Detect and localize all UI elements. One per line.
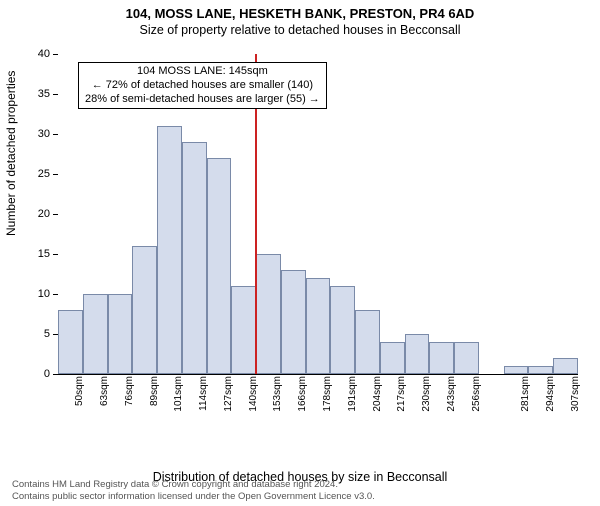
y-tick bbox=[53, 254, 58, 255]
histogram-bar bbox=[231, 286, 256, 374]
histogram-bar bbox=[528, 366, 553, 374]
x-tick-label: 217sqm bbox=[396, 376, 407, 412]
y-tick-label: 5 bbox=[20, 328, 50, 340]
x-tick-label: 294sqm bbox=[545, 376, 556, 412]
histogram-bar bbox=[405, 334, 430, 374]
x-tick-label: 243sqm bbox=[446, 376, 457, 412]
chart-area: 051015202530354050sqm63sqm76sqm89sqm101s… bbox=[58, 54, 578, 424]
footer-line-2: Contains public sector information licen… bbox=[12, 491, 375, 502]
x-tick-label: 153sqm bbox=[272, 376, 283, 412]
x-tick-label: 63sqm bbox=[99, 376, 110, 406]
y-tick bbox=[53, 94, 58, 95]
annotation-line: 28% of semi-detached houses are larger (… bbox=[85, 93, 320, 107]
y-axis-label: Number of detached properties bbox=[4, 71, 18, 236]
x-tick-label: 89sqm bbox=[149, 376, 160, 406]
chart-subtitle: Size of property relative to detached ho… bbox=[0, 23, 600, 37]
x-tick-label: 204sqm bbox=[372, 376, 383, 412]
histogram-bar bbox=[306, 278, 331, 374]
histogram-bar bbox=[256, 254, 281, 374]
y-tick-label: 25 bbox=[20, 168, 50, 180]
chart-title: 104, MOSS LANE, HESKETH BANK, PRESTON, P… bbox=[0, 6, 600, 21]
annotation-line: 104 MOSS LANE: 145sqm bbox=[85, 65, 320, 79]
y-tick-label: 15 bbox=[20, 248, 50, 260]
x-tick-label: 166sqm bbox=[297, 376, 308, 412]
plot-region: 051015202530354050sqm63sqm76sqm89sqm101s… bbox=[58, 54, 578, 375]
histogram-bar bbox=[58, 310, 83, 374]
annotation-line: ← 72% of detached houses are smaller (14… bbox=[85, 79, 320, 93]
y-tick-label: 10 bbox=[20, 288, 50, 300]
histogram-bar bbox=[330, 286, 355, 374]
x-tick-label: 178sqm bbox=[322, 376, 333, 412]
x-tick-label: 230sqm bbox=[421, 376, 432, 412]
y-tick-label: 30 bbox=[20, 128, 50, 140]
x-tick-label: 114sqm bbox=[198, 376, 209, 411]
y-tick bbox=[53, 214, 58, 215]
x-tick-label: 256sqm bbox=[471, 376, 482, 412]
y-tick-label: 40 bbox=[20, 48, 50, 60]
x-tick-label: 140sqm bbox=[248, 376, 259, 412]
x-tick-label: 191sqm bbox=[347, 376, 358, 412]
x-tick-label: 76sqm bbox=[124, 376, 135, 406]
histogram-bar bbox=[157, 126, 182, 374]
footer-attribution: Contains HM Land Registry data © Crown c… bbox=[12, 479, 375, 502]
x-tick-label: 127sqm bbox=[223, 376, 234, 412]
histogram-bar bbox=[355, 310, 380, 374]
x-tick-label: 50sqm bbox=[74, 376, 85, 406]
histogram-bar bbox=[553, 358, 578, 374]
histogram-bar bbox=[132, 246, 157, 374]
y-tick bbox=[53, 134, 58, 135]
y-tick bbox=[53, 294, 58, 295]
x-tick-label: 101sqm bbox=[173, 376, 184, 412]
y-tick-label: 0 bbox=[20, 368, 50, 380]
histogram-bar bbox=[83, 294, 108, 374]
histogram-bar bbox=[281, 270, 306, 374]
y-tick bbox=[53, 54, 58, 55]
y-tick-label: 35 bbox=[20, 88, 50, 100]
histogram-bar bbox=[207, 158, 232, 374]
histogram-bar bbox=[429, 342, 454, 374]
y-tick bbox=[53, 174, 58, 175]
histogram-bar bbox=[454, 342, 479, 374]
histogram-bar bbox=[108, 294, 133, 374]
histogram-bar bbox=[504, 366, 529, 374]
annotation-box: 104 MOSS LANE: 145sqm← 72% of detached h… bbox=[78, 62, 327, 109]
x-tick-label: 281sqm bbox=[520, 376, 531, 412]
x-tick-label: 307sqm bbox=[570, 376, 581, 412]
footer-line-1: Contains HM Land Registry data © Crown c… bbox=[12, 479, 375, 490]
y-tick bbox=[53, 374, 58, 375]
y-tick-label: 20 bbox=[20, 208, 50, 220]
histogram-bar bbox=[182, 142, 207, 374]
histogram-bar bbox=[380, 342, 405, 374]
